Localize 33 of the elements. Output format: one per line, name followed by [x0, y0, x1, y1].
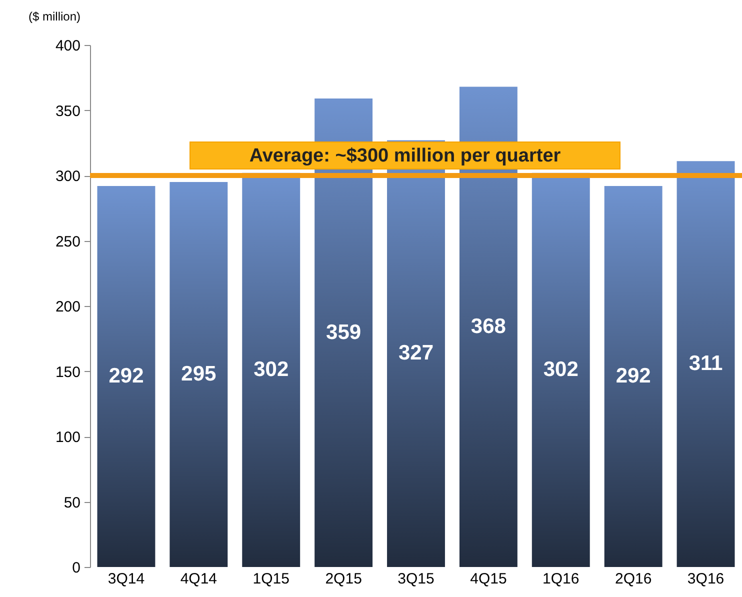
y-tick-label: 300 [55, 168, 80, 185]
x-tick-label: 1Q15 [252, 570, 290, 588]
data-label: 368 [470, 314, 506, 338]
data-label: 292 [616, 364, 651, 388]
y-tick-label: 0 [72, 560, 80, 576]
y-axis-title: ($ million) [28, 10, 80, 24]
x-tick-label: 4Q15 [470, 570, 507, 588]
y-tick-label: 50 [64, 494, 80, 512]
data-label: 295 [181, 362, 216, 386]
ref-line-label: Average: ~$300 million per quarter [249, 146, 562, 166]
data-label: 311 [688, 352, 724, 376]
x-tick-label: 2Q16 [614, 570, 652, 588]
y-tick-label: 200 [55, 298, 80, 316]
data-label: 302 [543, 358, 578, 381]
y-tick-label: 100 [55, 429, 80, 446]
data-label: 359 [326, 320, 362, 344]
x-tick-label: 3Q15 [398, 570, 434, 588]
data-label: 327 [398, 342, 434, 365]
bar [676, 161, 735, 567]
y-tick-label: 400 [55, 38, 80, 54]
x-tick-label: 3Q16 [687, 570, 724, 588]
y-tick-label: 250 [55, 233, 80, 250]
bar [97, 186, 156, 567]
data-label: 302 [254, 358, 289, 381]
data-label: 292 [108, 364, 144, 388]
y-tick-label: 150 [55, 364, 80, 381]
x-tick-label: 4Q14 [180, 570, 218, 588]
x-tick-label: 1Q16 [542, 570, 580, 588]
bar [604, 186, 662, 567]
y-tick-label: 350 [55, 102, 80, 120]
x-tick-label: 3Q14 [108, 570, 145, 588]
x-tick-label: 2Q15 [325, 570, 362, 588]
bar [170, 182, 228, 567]
